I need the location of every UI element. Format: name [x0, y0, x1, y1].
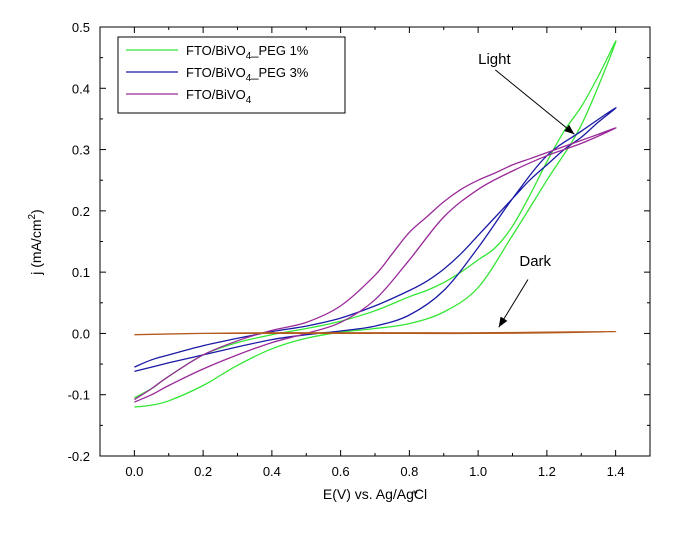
- stray-marks: '": [413, 487, 418, 503]
- y-tick-label: 0.3: [72, 143, 90, 158]
- arrow-head-icon: [498, 316, 508, 328]
- y-tick-label: -0.1: [68, 388, 90, 403]
- y-tick-label: 0.0: [72, 326, 90, 341]
- y-tick-label: 0.4: [72, 81, 90, 96]
- arrow-head-icon: [564, 124, 575, 135]
- x-tick-label: 0.8: [400, 464, 418, 479]
- legend-label: FTO/BiVO4_PEG 3%: [186, 65, 309, 84]
- x-tick-labels: 0.0 0.2 0.4 0.6 0.8 1.0 1.2 1.4: [125, 464, 624, 479]
- y-tick-labels: -0.2 -0.1 0.0 0.1 0.2 0.3 0.4 0.5: [68, 20, 90, 464]
- annotation-dark: Dark: [519, 253, 551, 270]
- annotation-light: Light: [478, 51, 511, 68]
- y-tick-label: 0.2: [72, 204, 90, 219]
- y-tick-label: -0.2: [68, 449, 90, 464]
- x-axis-title: E(V) vs. Ag/AgCl: [323, 486, 427, 502]
- x-tick-label: 0.0: [125, 464, 143, 479]
- legend: FTO/BiVO4_PEG 1% FTO/BiVO4_PEG 3% FTO/BiVO…: [117, 36, 346, 114]
- annotation-arrow: [494, 69, 575, 135]
- x-tick-label: 1.2: [538, 464, 556, 479]
- x-tick-label: 0.6: [332, 464, 350, 479]
- y-tick-label: 0.5: [72, 20, 90, 35]
- x-tick-label: 1.0: [469, 464, 487, 479]
- x-tick-label: 0.2: [194, 464, 212, 479]
- axis-ticks: [100, 26, 650, 457]
- x-tick-label: 0.4: [263, 464, 281, 479]
- legend-label: FTO/BiVO4_PEG 1%: [186, 43, 309, 62]
- y-axis-title: j (mA/cm2): [27, 209, 44, 275]
- y-tick-label: 0.1: [72, 265, 90, 280]
- annotations: Light Dark: [478, 51, 575, 328]
- stray-mark: ": [413, 487, 418, 503]
- x-tick-label: 1.4: [607, 464, 625, 479]
- legend-label: FTO/BiVO4: [186, 87, 252, 106]
- series-line-3: [134, 330, 617, 336]
